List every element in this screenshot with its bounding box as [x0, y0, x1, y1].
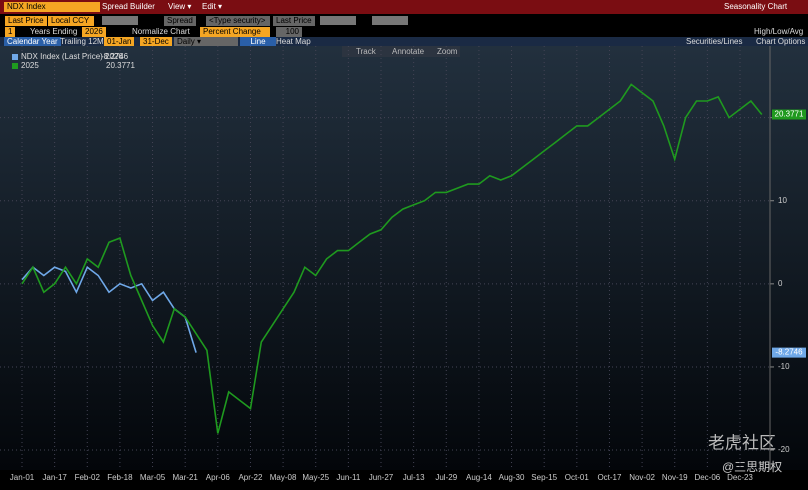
x-tick-label: Oct-17 — [597, 473, 622, 482]
value-tag — [772, 347, 806, 358]
field[interactable]: Daily ▾ — [174, 37, 238, 47]
tool[interactable]: Annotate — [392, 47, 425, 56]
menu[interactable]: Edit ▾ — [202, 2, 223, 11]
x-tick-label: Nov-19 — [662, 473, 688, 482]
legend-swatch — [12, 54, 18, 60]
checkbox[interactable]: Normalize Chart — [132, 27, 190, 36]
field[interactable]: 2026 — [82, 27, 106, 37]
watermark: @三思期权 — [722, 460, 782, 474]
tool-bar — [342, 46, 460, 57]
x-tick-label: Aug-30 — [499, 473, 525, 482]
field[interactable]: 01-Jan — [104, 37, 135, 47]
x-tick-label: Mar-05 — [140, 473, 166, 482]
field[interactable]: Local CCY — [48, 16, 94, 26]
title-bar — [0, 0, 808, 14]
field[interactable] — [102, 16, 138, 25]
x-tick-label: Sep-15 — [531, 473, 557, 482]
x-tick-label: Apr-06 — [206, 473, 231, 482]
tool[interactable]: Track — [356, 47, 377, 56]
menu[interactable]: View ▾ — [168, 2, 192, 11]
x-tick-label: Apr-22 — [238, 473, 263, 482]
x-tick-label: Feb-18 — [107, 473, 133, 482]
x-tick-label: Oct-01 — [565, 473, 590, 482]
field[interactable]: Last Price — [5, 16, 47, 26]
x-tick-label: Jan-01 — [10, 473, 35, 482]
x-tick-label: Dec-23 — [727, 473, 753, 482]
x-tick-label: Feb-02 — [75, 473, 101, 482]
legend-value: -8.2746 — [101, 52, 129, 61]
field[interactable]: 31-Dec — [140, 37, 172, 47]
button[interactable]: Chart Options — [756, 37, 806, 46]
x-tick-label: Jul-13 — [403, 473, 425, 482]
legend-label: NDX Index (Last Price) 2026 — [21, 52, 123, 61]
x-tick-label: Nov-02 — [629, 473, 655, 482]
y-tick-label: 10 — [778, 196, 787, 205]
button[interactable]: Securities/Lines — [686, 37, 743, 46]
value-tag-label: 20.3771 — [775, 110, 804, 119]
x-tick-label: Jun-11 — [336, 473, 360, 482]
y-tick-label: -20 — [778, 445, 790, 454]
security[interactable]: NDX Index — [4, 2, 100, 12]
x-tick-label: Jul-29 — [435, 473, 457, 482]
x-tick-label: Jan-17 — [42, 473, 67, 482]
field[interactable]: <Type security> — [206, 16, 270, 26]
x-tick-label: Aug-14 — [466, 473, 492, 482]
tool[interactable]: Zoom — [437, 47, 458, 56]
value-tag — [772, 109, 806, 120]
field[interactable] — [320, 16, 356, 25]
y-tick-label: -10 — [778, 362, 790, 371]
menu[interactable]: Spread Builder — [102, 2, 155, 11]
x-tick-label: Dec-06 — [694, 473, 720, 482]
chart: Track Annotate Zoom 老虎社区 @三思期权 -20 -10 0 10… — [0, 46, 808, 482]
y-tick-label: 0 — [778, 279, 783, 288]
value-tag-label: -8.2746 — [775, 348, 803, 357]
x-tick-label: Mar-21 — [173, 473, 199, 482]
field[interactable]: Spread — [164, 16, 196, 26]
field[interactable] — [372, 16, 408, 25]
legend-swatch — [12, 63, 18, 69]
legend-label: 2025 — [21, 61, 39, 70]
x-tick-label: May-25 — [302, 473, 329, 482]
series-line — [21, 83, 763, 434]
x-tick-label: May-08 — [270, 473, 297, 482]
checkbox[interactable]: High/Low/Avg — [754, 27, 804, 36]
field[interactable]: 100 — [276, 27, 302, 37]
tab[interactable]: Trailing 12M — [60, 37, 104, 46]
tab[interactable]: Heat Map — [276, 37, 311, 46]
watermark: 老虎社区 — [708, 433, 776, 452]
chart-name: Seasonality Chart — [724, 2, 788, 11]
field[interactable]: Percent Change — [200, 27, 270, 37]
options-bar — [0, 37, 808, 46]
legend-value: 20.3771 — [106, 61, 135, 70]
tab[interactable]: Line — [240, 37, 276, 47]
series-line — [21, 265, 197, 353]
field[interactable]: 1 — [5, 27, 16, 37]
plot-bg — [0, 46, 808, 470]
label: Years Ending — [30, 27, 78, 36]
tab[interactable]: Calendar Year — [4, 37, 61, 47]
x-tick-label: Jun-27 — [369, 473, 394, 482]
field[interactable]: Last Price — [273, 16, 315, 26]
